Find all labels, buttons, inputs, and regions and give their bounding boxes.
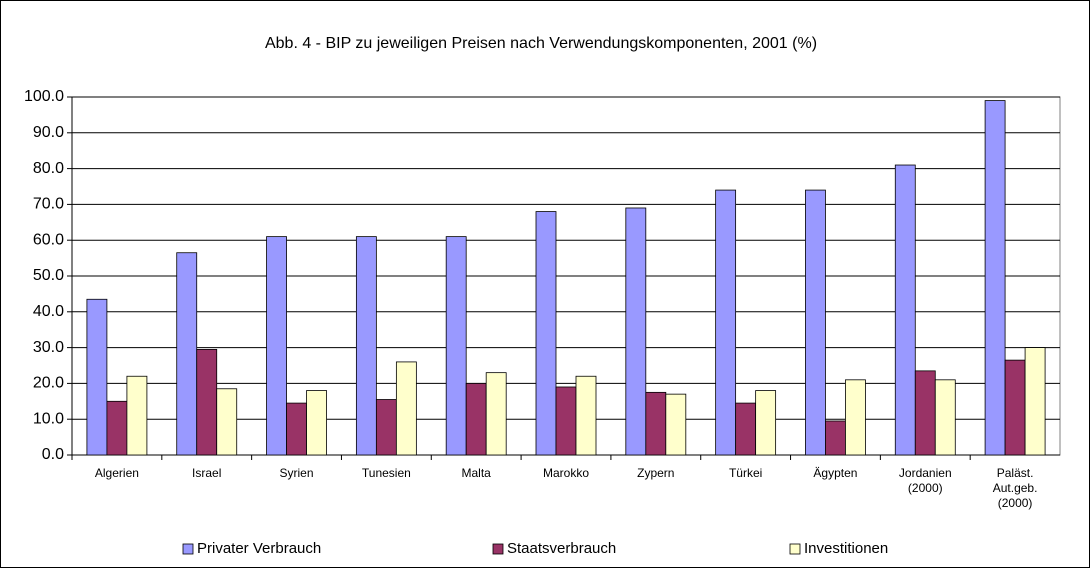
y-tick-label: 30.0 [33, 339, 64, 356]
bar [355, 236, 377, 456]
bar [735, 402, 757, 456]
x-tick-label: Zypern [637, 466, 675, 480]
y-tick-label: 50.0 [33, 267, 64, 284]
y-tick-label: 90.0 [33, 124, 64, 141]
bar [934, 379, 956, 456]
bar [555, 386, 577, 456]
bar [86, 298, 108, 456]
bar [984, 100, 1006, 456]
y-tick-label: 0.0 [42, 446, 64, 463]
bar [306, 390, 327, 456]
y-tick-label: 100.0 [24, 88, 64, 105]
bar [625, 207, 647, 456]
bar [266, 236, 287, 456]
bar [126, 375, 148, 456]
x-tick-label: Syrien [279, 466, 314, 480]
bar [715, 189, 737, 456]
y-tick-label: 80.0 [33, 160, 64, 177]
x-tick-label: Jordanien (2000) [898, 466, 952, 495]
bar [286, 402, 307, 456]
y-tick-label: 20.0 [33, 375, 64, 392]
x-tick-label: Marokko [542, 466, 589, 480]
legend-swatch [789, 543, 801, 555]
legend-swatch [492, 543, 504, 555]
x-tick-label: Tunesien [361, 466, 411, 480]
x-tick-label: Paläst. Aut.geb. (2000) [992, 466, 1038, 510]
legend-swatch [182, 543, 194, 555]
bar [176, 252, 198, 456]
legend-label: Investitionen [804, 540, 888, 557]
x-tick-label: Ägypten [813, 466, 858, 480]
y-tick-label: 40.0 [33, 303, 64, 320]
bar [535, 211, 557, 456]
bar [196, 348, 218, 456]
x-tick-label: Malta [461, 466, 491, 480]
bar [106, 400, 128, 456]
legend-label: Privater Verbrauch [197, 540, 321, 557]
y-tick-label: 10.0 [33, 410, 64, 427]
x-tick-label: Israel [192, 466, 222, 480]
bar [805, 189, 826, 456]
x-tick-label: Türkei [728, 466, 763, 480]
bar [485, 372, 507, 456]
bar [845, 379, 866, 456]
bar [1004, 359, 1026, 456]
bar [894, 164, 916, 456]
legend-label: Staatsverbrauch [507, 540, 616, 557]
bar [1024, 347, 1046, 456]
bar [395, 361, 417, 456]
bar [914, 370, 936, 456]
y-tick-label: 70.0 [33, 196, 64, 213]
bar [375, 399, 397, 456]
chart-title: Abb. 4 - BIP zu jeweiligen Preisen nach … [265, 35, 817, 52]
bar [665, 393, 687, 456]
bar [465, 382, 487, 456]
y-tick-label: 60.0 [33, 231, 64, 248]
bar [575, 375, 597, 456]
bar [645, 391, 667, 456]
bar [755, 390, 777, 456]
bar [216, 388, 238, 456]
x-tick-label: Algerien [94, 466, 139, 480]
bar [825, 420, 846, 456]
bar [445, 236, 467, 456]
